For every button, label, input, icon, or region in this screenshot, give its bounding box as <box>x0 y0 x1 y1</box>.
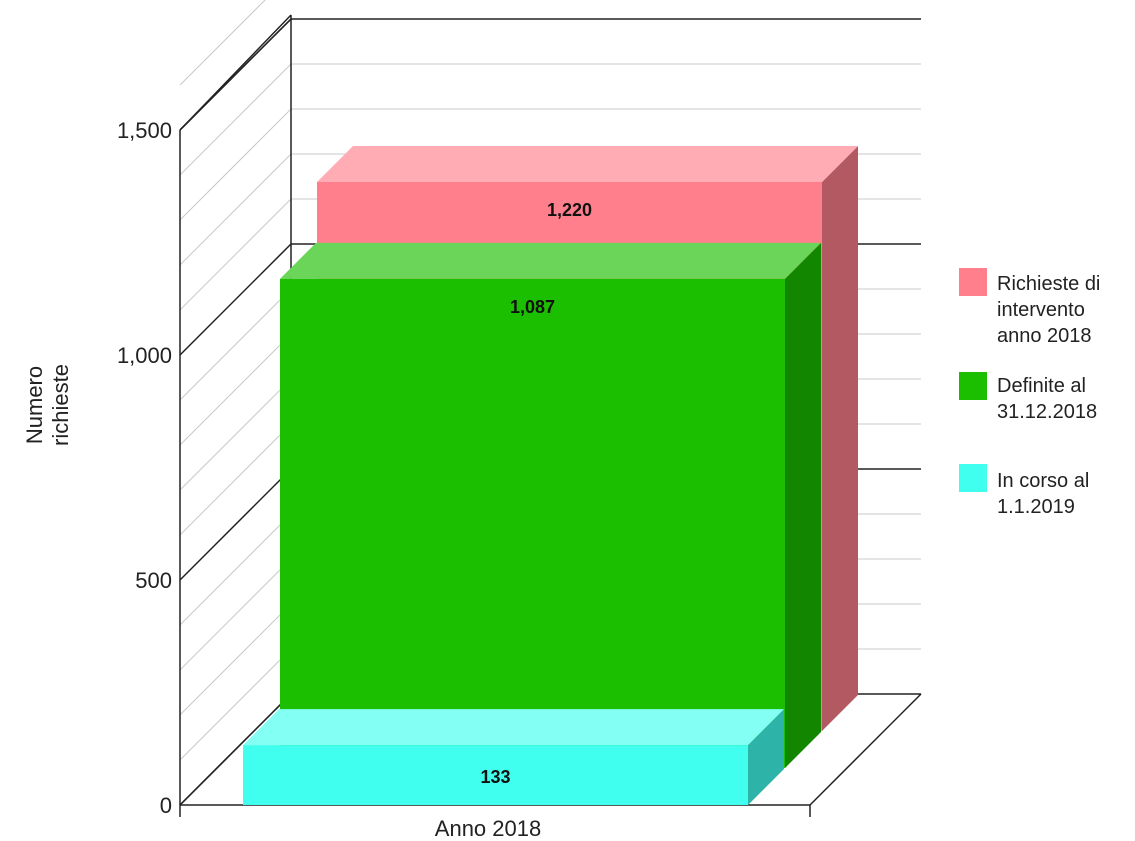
legend-label-definite-line-2: 31.12.2018 <box>997 401 1097 423</box>
legend-label-in-corso-line-1: In corso al <box>997 470 1089 492</box>
bar-1 <box>280 242 821 769</box>
side-wall-gridline <box>179 288 292 401</box>
side-wall-gridline <box>179 423 292 536</box>
data-label-1: 1,087 <box>510 297 555 317</box>
bar-top-0 <box>317 146 858 182</box>
y-tick-label: 500 <box>135 568 172 593</box>
y-tick-label: 0 <box>160 793 172 818</box>
floor-right-edge <box>809 693 922 806</box>
side-wall-gridline <box>179 333 292 446</box>
legend-label-definite-line-1: Definite al <box>997 375 1086 397</box>
side-wall-gridline <box>179 243 292 356</box>
legend-label-richieste-line-3: anno 2018 <box>997 325 1092 347</box>
legend-label-richieste-line-2: intervento <box>997 299 1085 321</box>
bar-side-2 <box>748 709 784 805</box>
legend-swatch-definite <box>959 372 987 400</box>
y-tick-labels: 0 500 1,000 1,500 <box>117 118 172 818</box>
side-wall-gridline <box>179 153 292 266</box>
side-wall-gridline <box>179 603 292 716</box>
side-wall-top-line <box>179 14 292 131</box>
bar-side-1 <box>785 242 821 769</box>
y-axis-title-line-1: Numero <box>22 366 47 444</box>
side-wall-gridline <box>179 513 292 626</box>
legend-item-in-corso: In corso al 1.1.2019 <box>959 464 1095 518</box>
bars <box>243 146 858 805</box>
bar-top-1 <box>280 242 821 279</box>
legend-swatch-richieste <box>959 268 987 296</box>
legend: Richieste di intervento anno 2018 Defini… <box>959 268 1106 518</box>
y-axis-title-line-2: richieste <box>48 364 73 446</box>
legend-label-in-corso-line-2: 1.1.2019 <box>997 496 1075 518</box>
legend-item-definite: Definite al 31.12.2018 <box>959 372 1097 423</box>
y-tick-label: 1,500 <box>117 118 172 143</box>
data-labels: 1,220 1,087 133 <box>480 200 592 787</box>
side-wall-gridline <box>179 198 292 311</box>
legend-item-richieste: Richieste di intervento anno 2018 <box>959 268 1106 347</box>
svg-text:In corso al 1.1.2019: In corso al 1.1.2019 <box>997 470 1095 518</box>
legend-swatch-in-corso <box>959 464 987 492</box>
svg-text:Definite al 31.12.2018: Definite al 31.12.2018 <box>997 375 1097 423</box>
svg-text:Richieste di intervent: Richieste di intervento anno 2018 <box>997 273 1106 347</box>
side-wall-gridline <box>179 558 292 671</box>
x-category-label: Anno 2018 <box>435 816 541 841</box>
bar-side-0 <box>822 146 858 731</box>
side-wall-gridline <box>179 108 292 221</box>
side-wall-gridline <box>179 468 292 581</box>
side-wall-gridline <box>179 378 292 491</box>
bar-top-2 <box>243 709 784 746</box>
bar-front-1 <box>280 278 785 768</box>
side-wall-gridline <box>179 63 292 176</box>
floor-left-edge <box>179 693 292 806</box>
side-wall-gridline <box>179 648 292 761</box>
bar-2 <box>243 709 784 805</box>
side-wall-gridline <box>179 0 266 86</box>
y-tick-label: 1,000 <box>117 343 172 368</box>
data-label-2: 133 <box>480 767 510 787</box>
data-label-0: 1,220 <box>547 200 592 220</box>
bar-front-2 <box>243 745 748 805</box>
legend-label-richieste-line-1: Richieste di <box>997 273 1100 295</box>
